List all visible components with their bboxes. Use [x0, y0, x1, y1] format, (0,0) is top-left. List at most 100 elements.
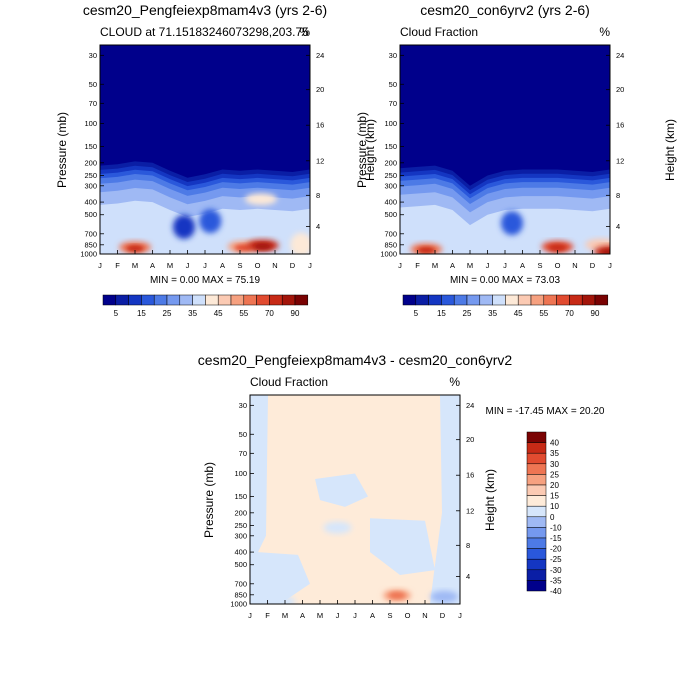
color-legend: 5 15 25 35 45 55 70 90: [402, 294, 609, 318]
legend-label: -35: [550, 576, 562, 585]
legend-swatch: [179, 294, 193, 306]
difference-band: [370, 518, 435, 576]
height-tick-label: 12: [466, 506, 474, 515]
legend-swatch: [205, 294, 219, 306]
legend-swatch: [556, 294, 570, 306]
legend-swatch: [526, 484, 547, 496]
legend-swatch: [526, 516, 547, 528]
pressure-tick-label: 500: [234, 560, 247, 569]
legend-label: 70: [265, 309, 274, 318]
legend-swatch: [526, 558, 547, 571]
legend-swatch: [153, 294, 168, 306]
legend-swatch: [294, 294, 309, 306]
pressure-tick-label: 200: [84, 158, 97, 167]
month-tick-label: J: [248, 611, 252, 620]
pressure-tick-label: 850: [384, 240, 397, 249]
height-tick-label: 12: [316, 156, 324, 165]
legend-swatch: [526, 527, 547, 539]
legend-swatch: [192, 294, 206, 306]
legend-label: -40: [550, 587, 562, 596]
month-tick-label: D: [590, 261, 596, 270]
legend-swatch: [243, 294, 257, 306]
pressure-tick-label: 250: [84, 171, 97, 180]
height-axis: 24 20 16 12 8 4: [456, 401, 474, 581]
pressure-tick-label: 30: [389, 51, 397, 60]
pressure-tick-label: 70: [389, 99, 397, 108]
month-tick-label: J: [503, 261, 507, 270]
pressure-tick-label: 150: [384, 142, 397, 151]
legend-swatch: [256, 294, 270, 306]
y-axis-label: Pressure (mb): [355, 112, 369, 188]
cloud-feature: [173, 214, 195, 239]
height-tick-label: 16: [466, 471, 474, 480]
cloud-feature-core: [601, 249, 610, 254]
cloud-feature-core: [548, 244, 567, 252]
month-tick-label: M: [432, 261, 438, 270]
height-tick-label: 16: [316, 121, 324, 130]
pressure-tick-label: 250: [384, 171, 397, 180]
pressure-tick-label: 150: [84, 142, 97, 151]
height-tick-label: 8: [616, 191, 620, 200]
legend-label: 15: [137, 309, 146, 318]
month-tick-label: A: [150, 261, 155, 270]
month-tick-label: F: [265, 611, 270, 620]
legend-swatch: [526, 569, 547, 581]
legend-label: 40: [550, 439, 559, 448]
month-tick-label: M: [167, 261, 173, 270]
pressure-tick-label: 500: [84, 210, 97, 219]
legend-label: -20: [550, 545, 562, 554]
legend-swatch: [102, 294, 117, 306]
legend-swatch: [415, 294, 429, 306]
panel-subtitle-left: Cloud Fraction: [400, 25, 478, 39]
legend-swatch: [505, 294, 519, 306]
legend-swatch: [428, 294, 442, 306]
month-tick-label: O: [405, 611, 411, 620]
legend-swatch: [526, 537, 547, 549]
month-tick-label: J: [486, 261, 490, 270]
month-tick-label: A: [370, 611, 375, 620]
cloud-feature-core: [126, 245, 144, 252]
legend-swatch: [115, 294, 129, 306]
difference-feature: [267, 595, 296, 604]
panel-subtitle-right: %: [299, 25, 310, 39]
pressure-tick-label: 300: [384, 181, 397, 190]
month-tick-label: D: [440, 611, 446, 620]
month-tick-label: N: [272, 261, 277, 270]
pressure-tick-label: 400: [234, 548, 247, 557]
legend-label: 70: [565, 309, 574, 318]
panel-title: cesm20_Pengfeiexp8mam4v3 - cesm20_con6yr…: [198, 352, 513, 368]
legend-label: 25: [163, 309, 172, 318]
month-tick-label: S: [237, 261, 242, 270]
cloud-feature: [290, 232, 310, 254]
height-tick-label: 20: [616, 85, 624, 94]
pressure-tick-label: 200: [384, 158, 397, 167]
panel-title: cesm20_con6yrv2 (yrs 2-6): [420, 2, 590, 18]
month-tick-label: M: [317, 611, 323, 620]
month-tick-label: A: [300, 611, 305, 620]
cloud-feature-core: [417, 246, 436, 254]
legend-label: -15: [550, 534, 562, 543]
color-legend: 5 15 25 35 45 55 70 90: [102, 294, 309, 318]
height-tick-label: 16: [616, 121, 624, 130]
month-tick-label: N: [572, 261, 577, 270]
month-tick-label: O: [555, 261, 561, 270]
pressure-tick-label: 1000: [380, 250, 397, 259]
pressure-tick-label: 1000: [80, 250, 97, 259]
legend-label: 20: [550, 481, 559, 490]
legend-swatch: [466, 294, 481, 306]
difference-band: [250, 395, 310, 604]
y-axis-label: Pressure (mb): [55, 112, 69, 188]
panel-subtitle-right: %: [599, 25, 610, 39]
legend-swatch: [217, 294, 232, 306]
month-tick-label: J: [98, 261, 102, 270]
legend-label: 55: [239, 309, 248, 318]
pressure-tick-label: 300: [84, 181, 97, 190]
legend-label: 55: [539, 309, 548, 318]
legend-swatch: [402, 294, 417, 306]
panel-top-right: cesm20_con6yrv2 (yrs 2-6) Cloud Fraction…: [355, 2, 677, 318]
pressure-tick-label: 1000: [230, 600, 247, 609]
